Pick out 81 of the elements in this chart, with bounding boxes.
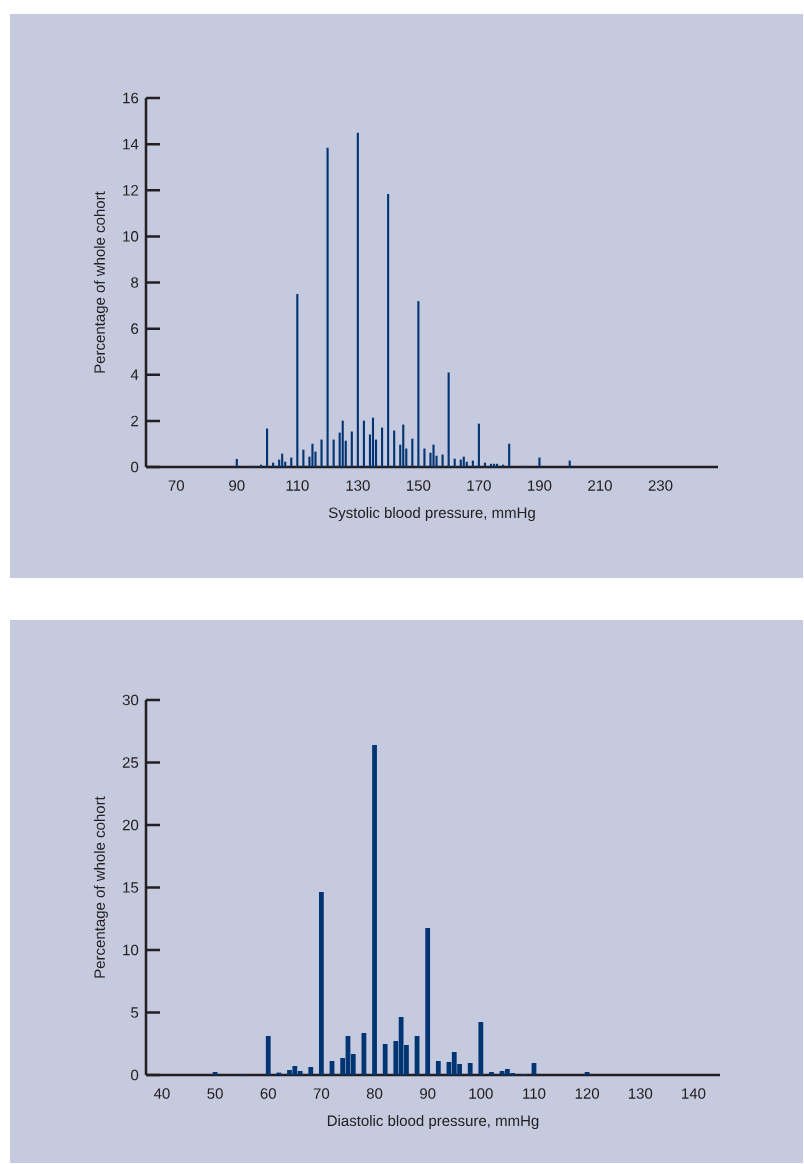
bar xyxy=(425,928,431,1076)
x-tick-label: 130 xyxy=(346,480,370,491)
x-tick-label: 90 xyxy=(420,1088,436,1099)
y-tick-label: 15 xyxy=(123,882,139,893)
y-tick-label: 5 xyxy=(131,1007,139,1018)
y-tick-label: 10 xyxy=(123,231,139,242)
bar xyxy=(411,438,414,468)
x-tick-label: 60 xyxy=(260,1088,276,1099)
bar xyxy=(276,1072,282,1076)
bar xyxy=(417,301,420,468)
bar xyxy=(432,444,435,468)
x-tick-label: 190 xyxy=(528,480,552,491)
bar xyxy=(326,147,329,468)
bar xyxy=(423,448,426,468)
bar xyxy=(332,439,335,468)
bar xyxy=(381,427,384,468)
x-axis-title: Diastolic blood pressure, mmHg xyxy=(327,1115,539,1130)
bar xyxy=(371,417,375,468)
y-axis-title: Percentage of whole cohort xyxy=(93,191,108,373)
x-tick-label: 130 xyxy=(628,1088,653,1099)
bar xyxy=(265,1036,271,1076)
x-tick-label: 210 xyxy=(588,480,612,491)
bar xyxy=(465,461,468,468)
bar xyxy=(350,431,353,468)
x-tick-label: 100 xyxy=(469,1088,493,1099)
bar xyxy=(319,892,324,1076)
y-tick-label: 14 xyxy=(123,138,139,150)
y-tick-label: 20 xyxy=(122,819,139,831)
bar xyxy=(467,1063,473,1076)
x-tick-label: 120 xyxy=(575,1088,600,1099)
y-tick-label: 0 xyxy=(131,1069,139,1081)
bar xyxy=(302,449,305,468)
bar xyxy=(356,132,359,468)
bar xyxy=(441,454,444,468)
x-tick-label: 90 xyxy=(229,480,245,491)
y-tick-label: 25 xyxy=(122,757,139,768)
bar xyxy=(538,457,541,468)
x-tick-label: 150 xyxy=(407,480,431,491)
x-axis-title: Systolic blood pressure, mmHg xyxy=(328,507,535,522)
x-tick-label: 140 xyxy=(682,1088,706,1099)
bar xyxy=(447,372,450,468)
x-tick-label: 80 xyxy=(366,1088,383,1099)
bar xyxy=(308,1067,314,1076)
bar xyxy=(382,1044,388,1076)
x-tick-label: 70 xyxy=(313,1088,330,1099)
bar xyxy=(281,453,284,468)
y-tick-label: 2 xyxy=(131,415,139,427)
y-tick-label: 6 xyxy=(131,323,139,334)
y-tick-label: 10 xyxy=(123,944,139,956)
bar xyxy=(290,457,293,468)
y-tick-label: 8 xyxy=(131,277,139,288)
bar xyxy=(489,1072,494,1076)
y-tick-label: 0 xyxy=(131,461,139,473)
bar xyxy=(477,423,480,468)
x-tick-label: 110 xyxy=(523,1088,546,1099)
x-tick-label: 230 xyxy=(648,480,673,491)
bar xyxy=(478,1022,484,1076)
x-tick-label: 70 xyxy=(168,480,185,491)
y-axis-title: Percentage of whole cohort xyxy=(93,796,108,978)
bar xyxy=(402,424,405,468)
bar xyxy=(362,420,365,468)
bar xyxy=(393,430,396,468)
bar xyxy=(435,1061,441,1076)
bar xyxy=(387,193,390,468)
bar xyxy=(320,439,323,468)
y-tick-label: 12 xyxy=(123,185,139,196)
y-tick-label: 30 xyxy=(122,694,139,706)
bar xyxy=(584,1072,590,1076)
bar xyxy=(311,443,314,468)
x-tick-label: 50 xyxy=(207,1088,223,1099)
bar xyxy=(372,745,377,1076)
y-tick-label: 4 xyxy=(130,369,139,380)
bar xyxy=(341,420,344,468)
y-tick-label: 16 xyxy=(123,92,139,104)
bar xyxy=(296,294,299,468)
x-tick-label: 40 xyxy=(153,1088,170,1099)
x-tick-label: 170 xyxy=(467,480,491,491)
bar xyxy=(235,458,238,468)
bar xyxy=(508,443,511,468)
bar xyxy=(266,428,269,468)
x-tick-label: 110 xyxy=(286,480,309,491)
